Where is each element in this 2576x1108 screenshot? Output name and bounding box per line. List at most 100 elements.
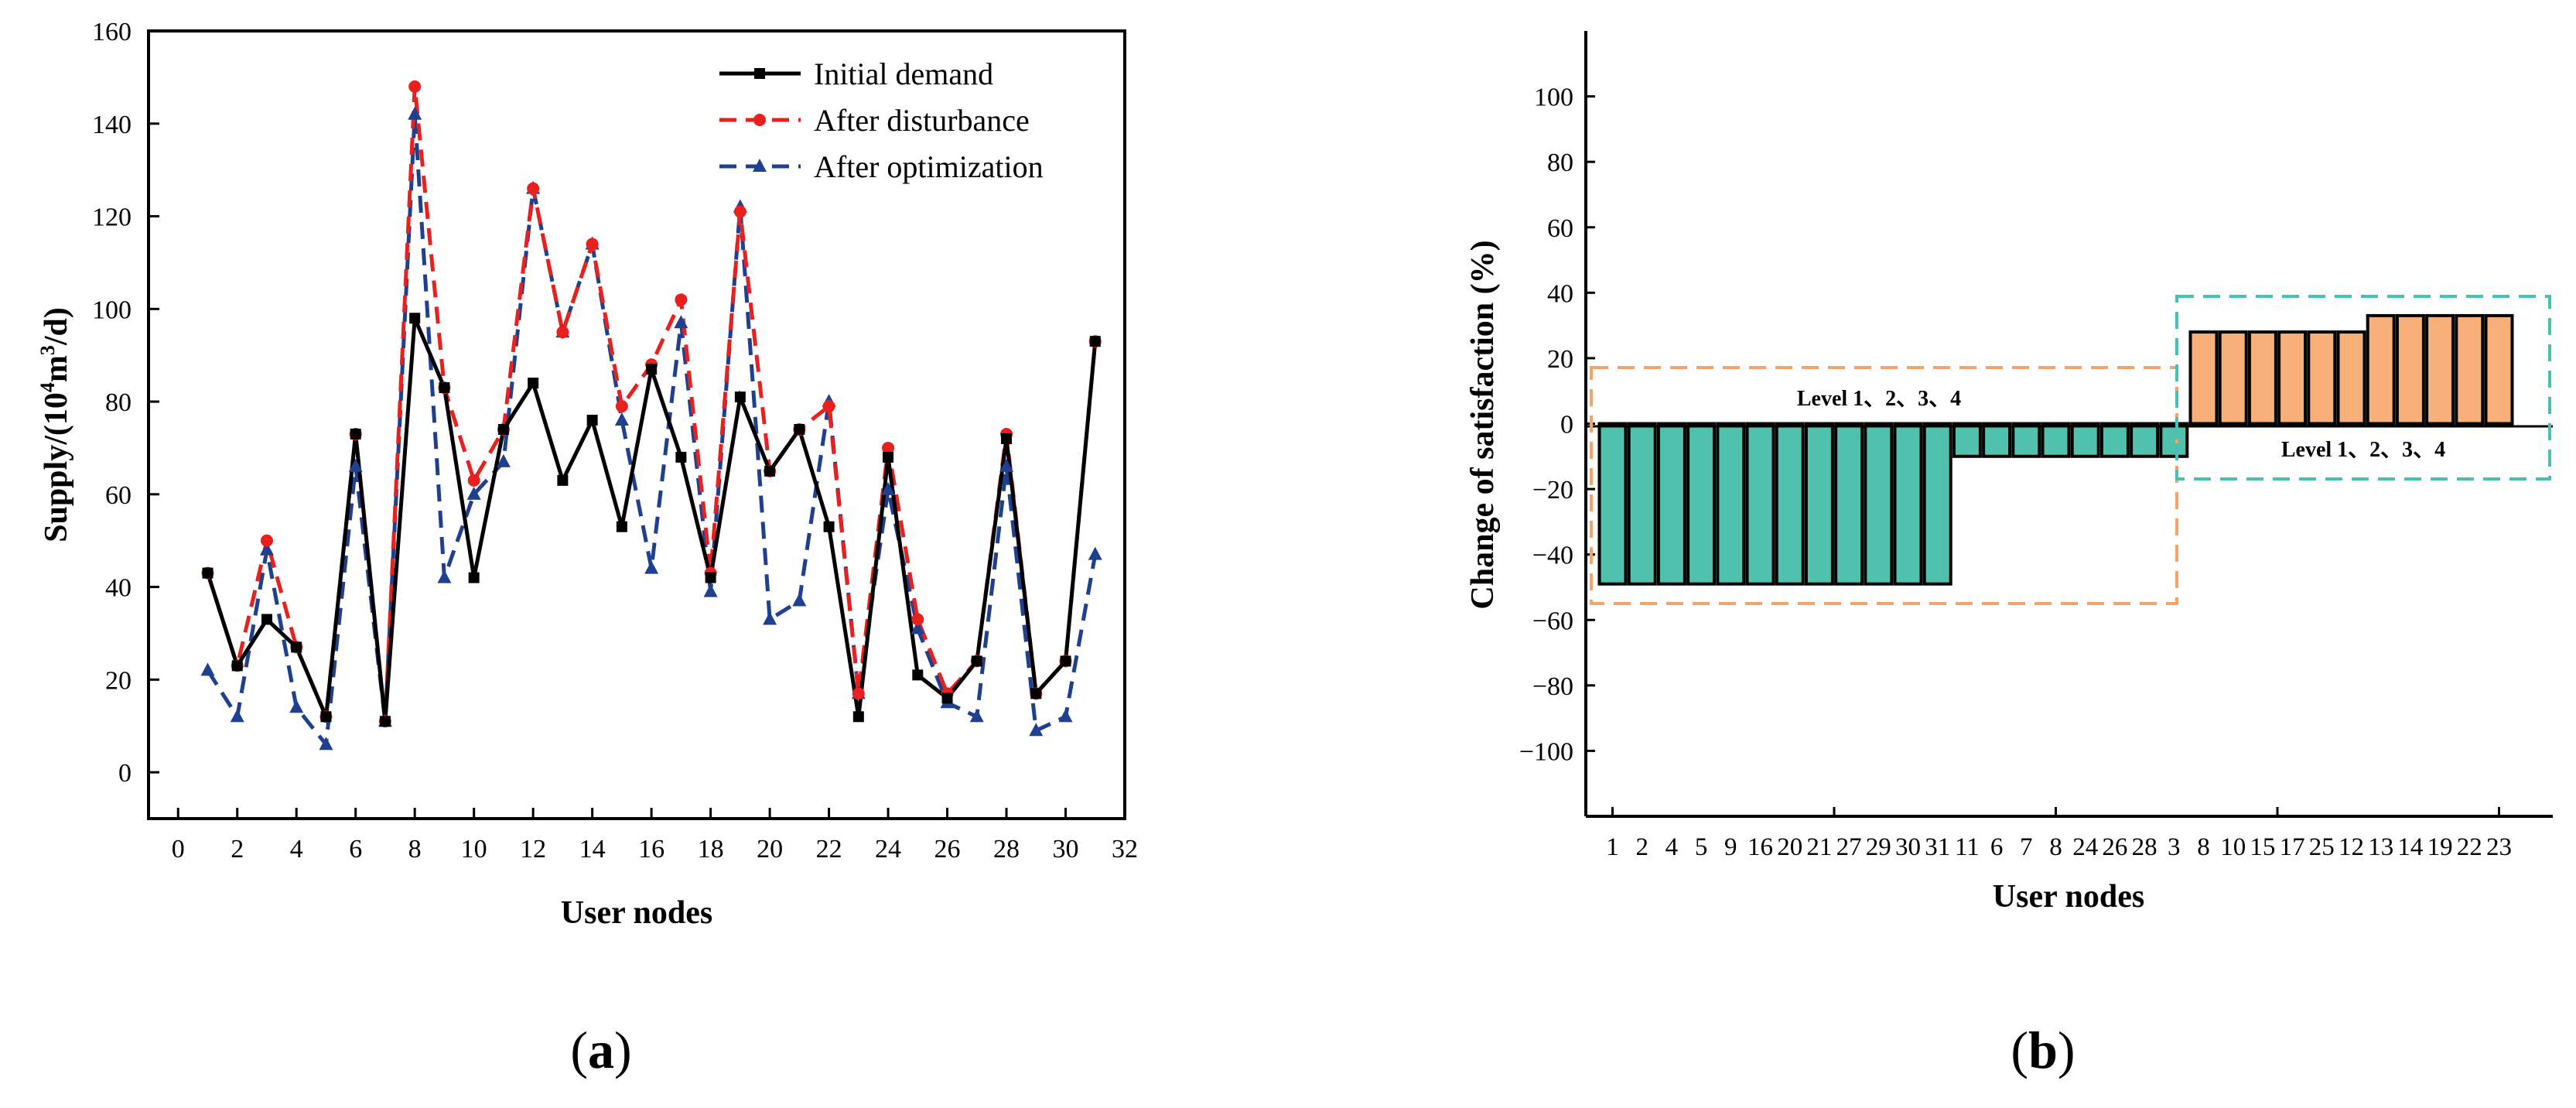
x-tick-label: 30 (1053, 835, 1079, 863)
x-category-label: 22 (2457, 833, 2482, 861)
y-tick-label: 100 (92, 296, 132, 324)
x-tick-label: 16 (638, 835, 664, 863)
y-axis-title-a: Supply/(104m3/d) (36, 307, 74, 542)
point-after-optimization (703, 583, 718, 597)
x-axis-category-labels-b: 1 2 4 5 9 16 20 21 27 29 30 31 11 6 7 8 24 26 28 3 8 10 15 17 25… (1606, 833, 2512, 861)
bar (2130, 422, 2160, 458)
x-axis-title-b: User nodes (1993, 879, 2144, 915)
legend-marker-initial (754, 68, 765, 79)
point-initial-demand (675, 451, 687, 463)
x-tick-label: 14 (579, 835, 606, 863)
point-after-optimization (969, 709, 984, 723)
point-after-optimization (999, 458, 1014, 472)
x-category-label: 8 (2197, 833, 2210, 861)
point-initial-demand (557, 474, 569, 486)
bar (1922, 422, 1952, 586)
bar (2366, 313, 2396, 426)
point-initial-demand (1001, 433, 1013, 444)
x-tick-label: 12 (520, 835, 546, 863)
point-initial-demand (764, 465, 776, 477)
legend-marker-optimization (753, 159, 767, 172)
point-initial-demand (616, 521, 627, 532)
bar (2188, 330, 2219, 426)
x-category-label: 28 (2132, 833, 2157, 861)
bar (1982, 422, 2012, 458)
annotation-label-negative: Level 1、2、3、4 (1797, 387, 1961, 411)
point-initial-demand (468, 572, 480, 583)
y-axis-ticks-b: −100 −80 −60 −40 −20 0 20 40 60 80 100 (1519, 84, 1595, 766)
x-category-label: 20 (1777, 833, 1802, 861)
x-category-label: 15 (2250, 833, 2275, 861)
bar (1597, 422, 1628, 586)
bar (2395, 313, 2425, 426)
bar (1656, 422, 1686, 586)
point-after-disturbance (882, 441, 895, 454)
legend-label-initial: Initial demand (814, 56, 993, 91)
y-axis-title-b: Change of satisfaction (%) (1465, 240, 1501, 609)
x-tick-label: 20 (757, 835, 783, 863)
x-category-label: 31 (1925, 833, 1950, 861)
x-category-label: 16 (1748, 833, 1773, 861)
x-axis-ticks-a: 0 2 4 6 8 10 12 14 16 18 20 22 24 26 28 30 32 (172, 808, 1138, 863)
y-tick-label: 0 (1560, 411, 1573, 439)
y-tick-label: 160 (92, 18, 132, 46)
bar (2425, 313, 2455, 426)
bar (2099, 422, 2130, 458)
bar (2159, 422, 2189, 458)
point-initial-demand (971, 655, 982, 667)
point-initial-demand (586, 415, 598, 426)
x-category-label: 25 (2309, 833, 2335, 861)
bar (1627, 422, 1657, 586)
point-initial-demand (646, 364, 658, 375)
point-initial-demand (705, 572, 716, 583)
point-after-optimization (1058, 709, 1073, 723)
point-initial-demand (291, 641, 302, 653)
bar (1834, 422, 1864, 586)
point-initial-demand (497, 423, 509, 435)
x-category-label: 9 (1724, 833, 1737, 861)
x-tick-label: 10 (461, 835, 487, 863)
point-after-disturbance (911, 613, 924, 626)
bar (2277, 330, 2308, 426)
point-after-disturbance (527, 182, 540, 195)
x-category-label: 19 (2427, 833, 2453, 861)
x-category-label: 12 (2339, 833, 2364, 861)
point-initial-demand (852, 711, 864, 723)
bar (1952, 422, 1982, 458)
point-after-optimization (319, 737, 333, 751)
x-category-label: 8 (2049, 833, 2062, 861)
bar (2455, 313, 2485, 426)
point-initial-demand (912, 669, 924, 681)
x-tick-label: 8 (408, 835, 422, 863)
bar (1864, 422, 1894, 586)
point-initial-demand (1060, 655, 1071, 667)
bar (1893, 422, 1923, 586)
x-category-label: 23 (2486, 833, 2512, 861)
point-after-optimization (408, 106, 422, 120)
bar (1745, 422, 1775, 586)
legend-label-optimization: After optimization (814, 149, 1044, 184)
y-tick-label: 100 (1534, 84, 1573, 112)
point-initial-demand (350, 428, 361, 439)
x-category-label: 13 (2368, 833, 2393, 861)
bar (2484, 313, 2514, 426)
x-axis-title-a: User nodes (561, 895, 712, 931)
y-tick-label: −60 (1532, 607, 1573, 635)
point-initial-demand (231, 660, 243, 672)
y-tick-label: −80 (1532, 672, 1573, 701)
series-group-a (200, 80, 1102, 751)
x-tick-label: 22 (816, 835, 842, 863)
x-category-label: 26 (2102, 833, 2127, 861)
point-initial-demand (202, 567, 214, 579)
point-initial-demand (794, 423, 805, 435)
series-line-after-optimization (206, 114, 1098, 750)
legend-marker-disturbance (753, 114, 766, 126)
point-after-optimization (200, 662, 215, 676)
x-category-label: 30 (1895, 833, 1921, 861)
x-category-label: 11 (1955, 833, 1980, 861)
point-after-optimization (1029, 723, 1044, 737)
y-tick-label: 140 (92, 111, 132, 139)
y-tick-label: 20 (1547, 345, 1573, 374)
point-initial-demand (261, 614, 272, 625)
panel-label-b: (b) (2011, 1021, 2075, 1079)
